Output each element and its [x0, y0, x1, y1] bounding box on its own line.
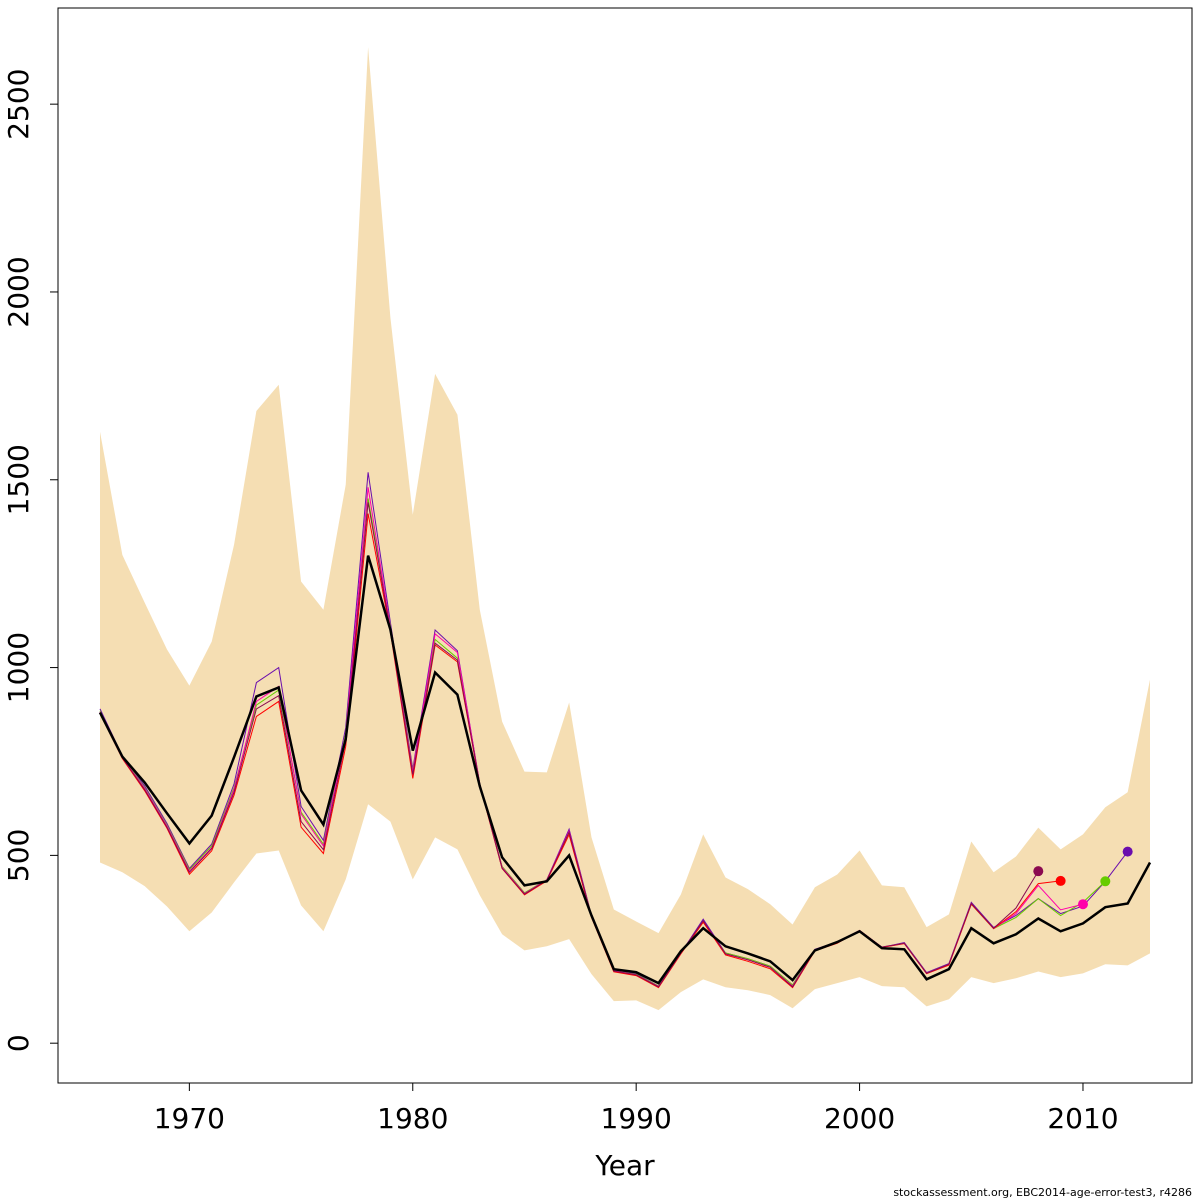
y-tick-label: 500 [2, 829, 35, 882]
x-tick-label: 2000 [824, 1102, 895, 1135]
footer: stockassessment.org, EBC2014-age-error-t… [893, 1186, 1192, 1199]
y-tick-label: 0 [2, 1034, 35, 1052]
plot-frame [57, 7, 1193, 1084]
retro-endpoint [1033, 866, 1044, 877]
retro-endpoint [1100, 876, 1111, 887]
x-tick-label: 2010 [1047, 1102, 1118, 1135]
confidence-band [100, 47, 1150, 1011]
y-tick-label: 1000 [2, 632, 35, 703]
y-tick-label: 2000 [2, 256, 35, 327]
x-tick-label: 1990 [601, 1102, 672, 1135]
retro-endpoint [1077, 899, 1088, 910]
retro-endpoint [1122, 846, 1133, 857]
x-tick-label: 1980 [377, 1102, 448, 1135]
y-tick-label: 2500 [2, 69, 35, 140]
main-line [98, 555, 1152, 985]
x-tick-label: 1970 [154, 1102, 225, 1135]
retro-endpoint [1055, 875, 1066, 886]
y-tick-label: 1500 [2, 444, 35, 515]
x-axis-label: Year [594, 1149, 655, 1182]
